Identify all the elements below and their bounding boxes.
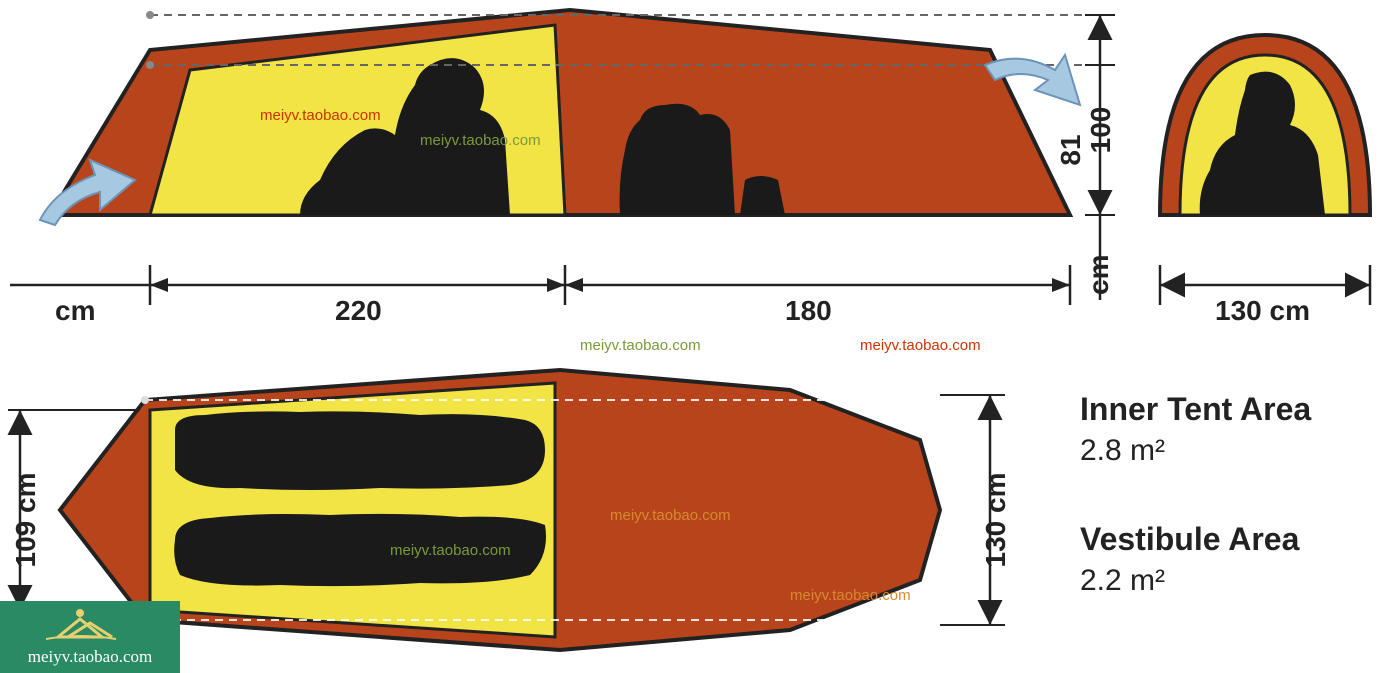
inner-area-value: 2.8 m² xyxy=(1080,434,1165,467)
end-view xyxy=(1160,35,1370,215)
source-badge: meiyv.taobao.com xyxy=(0,601,180,673)
top-outer-width-label: 130 cm xyxy=(980,473,1011,568)
height-dimensions: 100 81 xyxy=(1055,15,1116,215)
watermark: meiyv.taobao.com xyxy=(580,337,701,354)
sleeping-bag-1 xyxy=(175,411,545,490)
vestibule-length-label: 180 xyxy=(785,295,832,326)
badge-text: meiyv.taobao.com xyxy=(8,647,172,667)
end-width-label: 130 cm xyxy=(1215,295,1310,326)
watermark: meiyv.taobao.com xyxy=(420,132,541,149)
outer-height-label: 100 xyxy=(1085,107,1116,154)
top-inner-width-label: 109 cm xyxy=(10,473,41,568)
inner-height-label: 81 xyxy=(1055,134,1086,165)
boots-silhouette xyxy=(740,176,785,215)
watermark: meiyv.taobao.com xyxy=(610,507,731,524)
inner-length-label: 220 xyxy=(335,295,382,326)
vestibule-area-value: 2.2 m² xyxy=(1080,564,1165,597)
badge-logo-icon xyxy=(8,605,172,645)
vertical-unit-label: cm xyxy=(1083,255,1114,295)
info-block: Inner Tent Area 2.8 m² Vestibule Area 2.… xyxy=(1080,391,1311,597)
vestibule-area-title: Vestibule Area xyxy=(1080,521,1300,557)
side-view xyxy=(40,10,1085,225)
length-dimensions: cm 220 180 xyxy=(10,265,1070,326)
end-width-dimension: 130 cm xyxy=(1160,265,1370,326)
watermark: meiyv.taobao.com xyxy=(260,107,381,124)
inner-area-title: Inner Tent Area xyxy=(1080,391,1311,427)
watermark: meiyv.taobao.com xyxy=(790,587,911,604)
tent-diagram: 100 81 cm 220 180 cm 130 cm xyxy=(0,0,1400,673)
watermark: meiyv.taobao.com xyxy=(860,337,981,354)
watermark: meiyv.taobao.com xyxy=(390,542,511,559)
unit-label: cm xyxy=(55,295,95,326)
